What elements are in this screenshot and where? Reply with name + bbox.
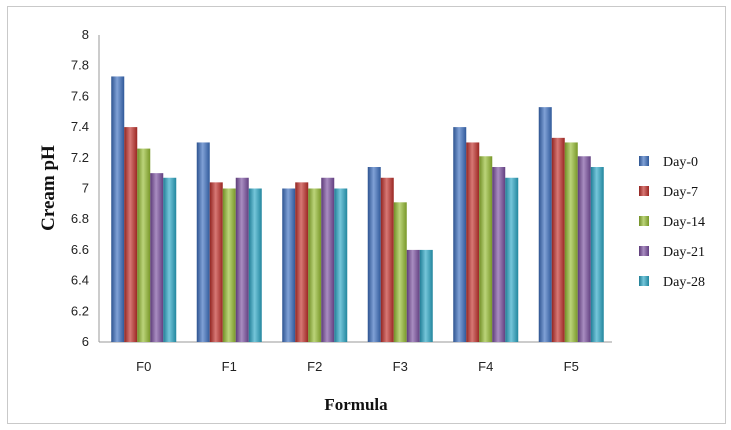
bar-F3-Day-28 xyxy=(419,249,433,342)
bar-F0-Day-7 xyxy=(124,127,138,342)
x-tick-label: F0 xyxy=(136,359,151,374)
bar-F3-Day-7 xyxy=(380,177,394,342)
bar-F4-Day-14 xyxy=(479,156,493,342)
bar-F1-Day-7 xyxy=(209,182,223,342)
bar-F0-Day-21 xyxy=(150,173,164,342)
bar-F0-Day-0 xyxy=(111,76,125,342)
legend-label: Day-7 xyxy=(663,185,698,200)
y-tick-label: 7 xyxy=(82,181,89,196)
bar-F3-Day-14 xyxy=(393,202,407,342)
y-axis-label: Cream pH xyxy=(38,145,59,231)
legend-swatch xyxy=(639,216,649,226)
x-tick-label: F4 xyxy=(478,359,493,374)
bar-F2-Day-21 xyxy=(321,177,335,342)
y-tick-label: 7.2 xyxy=(71,150,89,165)
y-tick-label: 6.4 xyxy=(71,273,89,288)
bar-F2-Day-14 xyxy=(308,188,322,342)
bar-F4-Day-0 xyxy=(453,127,467,342)
legend-swatch xyxy=(639,186,649,196)
bars xyxy=(111,76,604,343)
legend-swatch xyxy=(639,156,649,166)
y-tick-label: 7.6 xyxy=(71,88,89,103)
y-tick-labels: 6 6.2 6.4 6.6 6.8 7 7.2 7.4 7.6 7.8 8 xyxy=(71,27,89,349)
legend-label: Day-14 xyxy=(663,215,705,230)
y-tick-label: 6 xyxy=(82,334,89,349)
legend-swatch xyxy=(639,276,649,286)
y-tick-label: 6.2 xyxy=(71,303,89,318)
x-tick-label: F2 xyxy=(307,359,322,374)
bar-F0-Day-28 xyxy=(163,177,177,342)
bar-F1-Day-28 xyxy=(248,188,262,342)
x-tick-label: F3 xyxy=(393,359,408,374)
bar-F5-Day-0 xyxy=(538,107,552,343)
bar-F2-Day-0 xyxy=(282,188,296,342)
y-tick-label: 7.4 xyxy=(71,119,89,134)
x-tick-label: F5 xyxy=(564,359,579,374)
bar-F3-Day-0 xyxy=(367,167,381,342)
bar-F4-Day-21 xyxy=(492,167,506,342)
bar-F4-Day-7 xyxy=(466,142,480,342)
y-tick-label: 6.8 xyxy=(71,211,89,226)
legend-label: Day-21 xyxy=(663,245,705,260)
bar-F5-Day-21 xyxy=(577,156,591,342)
bar-F5-Day-14 xyxy=(564,142,578,342)
y-tick-label: 8 xyxy=(82,27,89,42)
x-tick-label: F1 xyxy=(222,359,237,374)
bar-F5-Day-28 xyxy=(590,167,604,342)
bar-F1-Day-14 xyxy=(222,188,236,342)
bar-F1-Day-21 xyxy=(235,177,249,342)
bar-F0-Day-14 xyxy=(137,148,151,342)
bar-F1-Day-0 xyxy=(196,142,210,342)
legend: Day-0 Day-7 Day-14 Day-21 Day-28 xyxy=(639,155,705,290)
y-tick-label: 7.8 xyxy=(71,58,89,73)
x-tick-labels: F0 F1 F2 F3 F4 F5 xyxy=(136,359,579,374)
y-tick-label: 6.6 xyxy=(71,242,89,257)
bar-F2-Day-28 xyxy=(334,188,348,342)
legend-label: Day-0 xyxy=(663,155,698,170)
legend-swatch xyxy=(639,246,649,256)
bar-F5-Day-7 xyxy=(551,137,565,342)
bar-F3-Day-21 xyxy=(406,249,420,342)
bar-F4-Day-28 xyxy=(505,177,519,342)
bar-F2-Day-7 xyxy=(295,182,309,342)
legend-label: Day-28 xyxy=(663,275,705,290)
x-axis-label: Formula xyxy=(324,395,388,414)
